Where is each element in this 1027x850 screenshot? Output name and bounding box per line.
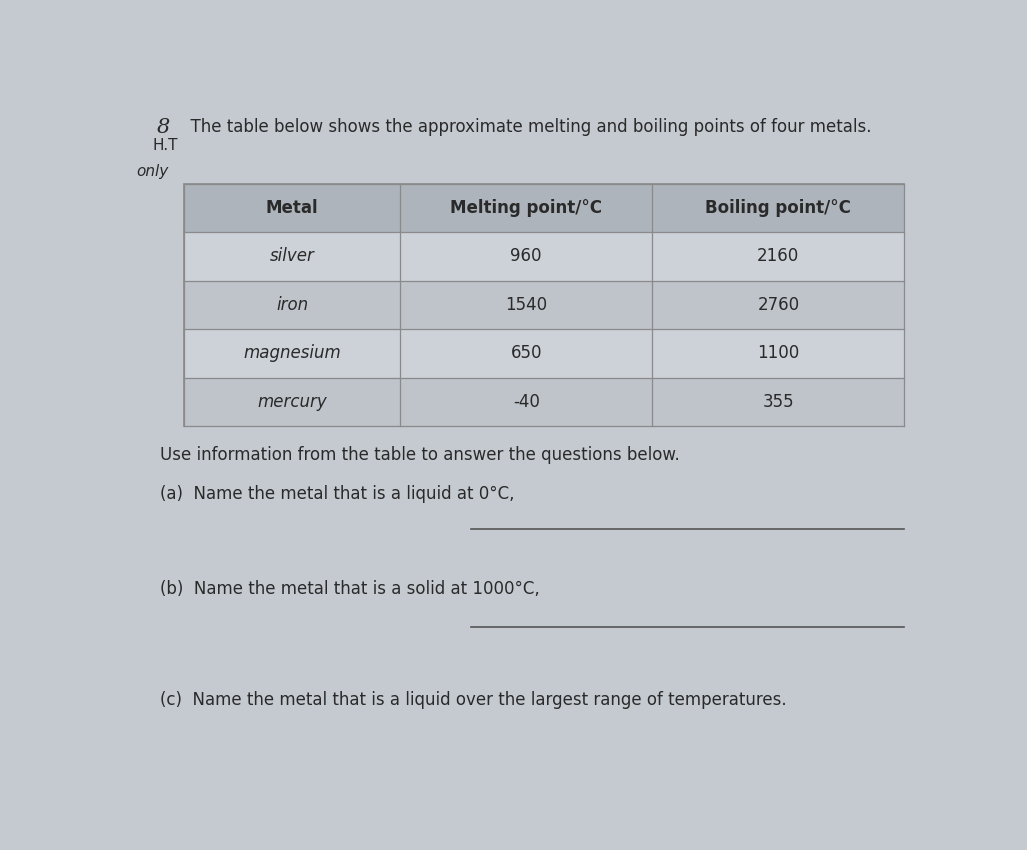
Text: mercury: mercury [257,393,327,411]
Text: silver: silver [270,247,314,265]
Text: Melting point/°C: Melting point/°C [450,199,602,217]
Text: Use information from the table to answer the questions below.: Use information from the table to answer… [160,445,680,463]
Text: 2160: 2160 [757,247,799,265]
Text: H.T: H.T [152,138,178,153]
Text: 355: 355 [762,393,794,411]
Text: iron: iron [276,296,308,314]
Text: 650: 650 [510,344,542,362]
Text: -40: -40 [512,393,539,411]
FancyBboxPatch shape [184,329,905,377]
Text: (c)  Name the metal that is a liquid over the largest range of temperatures.: (c) Name the metal that is a liquid over… [160,691,787,709]
Text: 2760: 2760 [757,296,799,314]
FancyBboxPatch shape [184,232,905,280]
Text: 1100: 1100 [757,344,799,362]
Text: 8: 8 [156,118,169,138]
Text: 1540: 1540 [505,296,547,314]
FancyBboxPatch shape [184,184,905,232]
Text: 960: 960 [510,247,542,265]
FancyBboxPatch shape [184,280,905,329]
Text: (b)  Name the metal that is a solid at 1000°C,: (b) Name the metal that is a solid at 10… [160,580,540,598]
Text: (a)  Name the metal that is a liquid at 0°C,: (a) Name the metal that is a liquid at 0… [160,484,515,503]
Text: magnesium: magnesium [243,344,341,362]
Text: only: only [137,164,168,179]
Text: Metal: Metal [266,199,318,217]
FancyBboxPatch shape [184,184,905,426]
Text: The table below shows the approximate melting and boiling points of four metals.: The table below shows the approximate me… [180,118,872,136]
Text: Boiling point/°C: Boiling point/°C [706,199,851,217]
FancyBboxPatch shape [184,377,905,426]
